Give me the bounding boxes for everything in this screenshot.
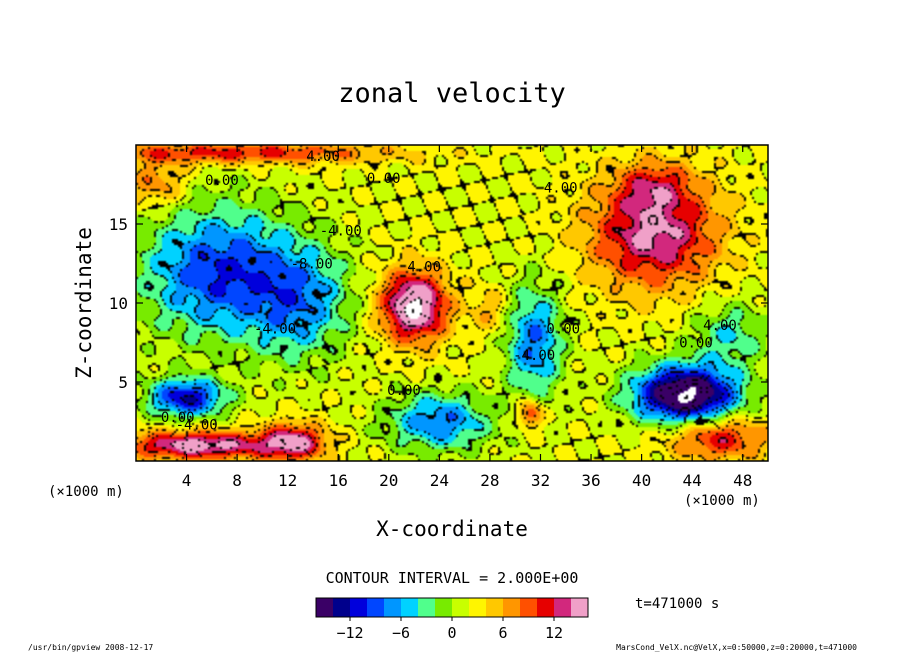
x-tick-label: 12 [278, 471, 297, 490]
colorbar-tick-label: 12 [545, 624, 563, 642]
x-tick-label: 8 [232, 471, 242, 490]
colorbar-swatch [469, 598, 487, 617]
chart-title: zonal velocity [338, 78, 566, 109]
x-tick-label: 4 [182, 471, 192, 490]
x-tick-label: 32 [531, 471, 550, 490]
contour-label-6: 4.00 [407, 260, 441, 276]
colorbar-ticks: −12 −6 0 6 12 [336, 617, 563, 642]
colorbar-swatch [316, 598, 334, 617]
footer-left: /usr/bin/gpview 2008-12-17 [28, 643, 153, 652]
colorbar-swatch [367, 598, 385, 617]
time-label: t=471000 s [635, 596, 719, 612]
colorbar [315, 597, 589, 618]
colorbar-swatch [571, 598, 589, 617]
y-axis-label: Z-coordinate [72, 227, 96, 379]
y-tick-label: 5 [118, 373, 128, 392]
colorbar-tick-label: −12 [336, 624, 363, 642]
colorbar-swatch [520, 598, 538, 617]
x-tick-label: 36 [581, 471, 600, 490]
x-tick-label: 16 [329, 471, 348, 490]
x-tick-label: 20 [379, 471, 398, 490]
contour-label-9: -4.00 [513, 348, 555, 364]
colorbar-swatch [537, 598, 555, 617]
contour-interval-label: CONTOUR INTERVAL = 2.000E+00 [326, 569, 579, 587]
contour-label-12: 0.00 [387, 383, 421, 399]
x-tick-label: 24 [430, 471, 449, 490]
contour-label-1: 0.00 [205, 173, 239, 189]
x-tick-label: 44 [683, 471, 702, 490]
x-axis-ticks: 4 8 12 16 20 24 28 32 36 40 44 48 [182, 145, 752, 490]
contour-label-7: -4.00 [254, 321, 296, 337]
contour-label-13: 0.00 [161, 410, 195, 426]
colorbar-swatch [486, 598, 504, 617]
colorbar-swatch [384, 598, 402, 617]
contour-label-14: -4.00 [176, 418, 218, 434]
colorbar-swatch [333, 598, 351, 617]
contour-labels: 4.000.00 0.004.00-4.00-8.00 4.00-4.00 0.00-… [161, 149, 737, 434]
contour-label-8: 0.00 [546, 321, 580, 337]
x-axis-label: X-coordinate [376, 517, 528, 541]
colorbar-swatch [435, 598, 453, 617]
contour-label-11: 0.00 [679, 336, 713, 352]
colorbar-tick-label: 6 [498, 624, 507, 642]
contour-label-4: -4.00 [320, 223, 362, 239]
y-axis-ticks: 5 10 15 [109, 215, 768, 392]
plot-area: 4.000.00 0.004.00-4.00-8.00 4.00-4.00 0.00-… [135, 144, 769, 462]
x-tick-label: 40 [632, 471, 651, 490]
x-tick-label: 28 [480, 471, 499, 490]
y-tick-label: 10 [109, 294, 128, 313]
colorbar-swatch [401, 598, 419, 617]
colorbar-swatch [554, 598, 572, 617]
colorbar-swatch [350, 598, 368, 617]
heatmap-field [136, 145, 768, 461]
contour-label-2: 0.00 [367, 171, 401, 187]
contour-label-3: 4.00 [544, 181, 578, 197]
colorbar-swatch [452, 598, 470, 617]
x-tick-label: 48 [733, 471, 752, 490]
contour-label-5: -8.00 [291, 257, 333, 273]
colorbar-tick-label: −6 [392, 624, 410, 642]
x-axis-unit-right: (×1000 m) [684, 493, 760, 509]
footer-right: MarsCond_VelX.nc@VelX,x=0:50000,z=0:2000… [616, 643, 857, 652]
colorbar-swatch [503, 598, 521, 617]
y-tick-label: 15 [109, 215, 128, 234]
colorbar-swatch [418, 598, 436, 617]
colorbar-tick-label: 0 [447, 624, 456, 642]
contour-label-0: 4.00 [306, 149, 340, 165]
contour-label-10: 4.00 [703, 318, 737, 334]
x-axis-unit-left: (×1000 m) [48, 484, 124, 500]
